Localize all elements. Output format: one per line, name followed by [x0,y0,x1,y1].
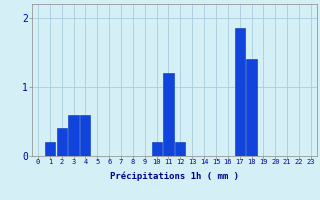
Bar [246,59,257,156]
Bar [45,142,55,156]
Bar [152,142,162,156]
Bar [164,73,173,156]
X-axis label: Précipitations 1h ( mm ): Précipitations 1h ( mm ) [110,171,239,181]
Bar [80,115,91,156]
Bar [235,28,245,156]
Bar [57,128,67,156]
Bar [68,115,79,156]
Bar [175,142,185,156]
